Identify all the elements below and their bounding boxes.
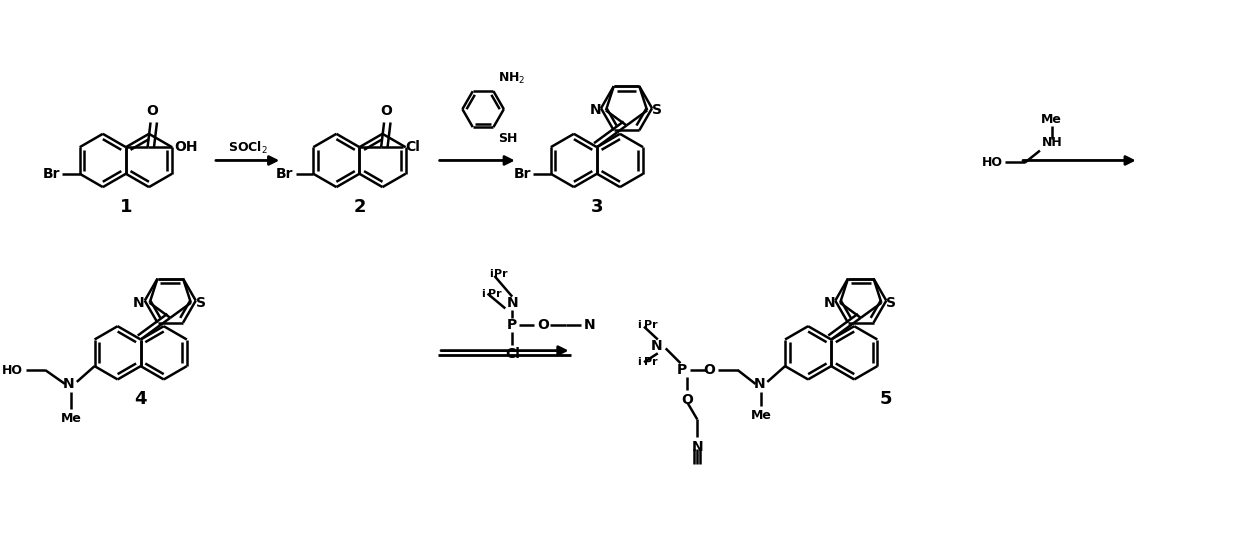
Text: Pr: Pr — [644, 357, 657, 367]
Text: Me: Me — [751, 409, 771, 421]
Text: 3: 3 — [590, 198, 603, 216]
Text: N: N — [692, 440, 703, 454]
Text: P: P — [507, 318, 517, 332]
Text: S: S — [887, 296, 897, 310]
Text: Pr: Pr — [487, 289, 501, 299]
Text: NH$_2$: NH$_2$ — [498, 71, 526, 87]
Text: N: N — [651, 340, 662, 354]
Text: N: N — [754, 377, 765, 391]
Text: Br: Br — [277, 167, 294, 181]
Text: N: N — [63, 377, 74, 391]
Text: O: O — [381, 104, 392, 117]
Text: O: O — [682, 393, 693, 407]
Text: S: S — [196, 296, 206, 310]
Text: NH: NH — [1042, 136, 1063, 149]
Text: Pr: Pr — [495, 269, 508, 279]
Text: Br: Br — [513, 167, 531, 181]
Text: SOCl$_2$: SOCl$_2$ — [228, 139, 268, 156]
Text: S: S — [652, 104, 662, 117]
Text: i: i — [637, 357, 641, 367]
Text: i: i — [481, 289, 485, 299]
Text: O: O — [703, 363, 715, 377]
Text: 4: 4 — [134, 390, 146, 408]
Text: HO: HO — [1, 364, 22, 376]
Text: Pr: Pr — [644, 320, 657, 329]
Text: P: P — [677, 363, 687, 377]
Text: i: i — [637, 320, 641, 329]
Text: Cl: Cl — [505, 347, 520, 361]
Text: N: N — [823, 296, 836, 310]
Text: 2: 2 — [353, 198, 366, 216]
Text: OH: OH — [175, 140, 197, 154]
Text: N: N — [584, 318, 596, 332]
Text: 5: 5 — [879, 390, 892, 408]
Text: Br: Br — [42, 167, 60, 181]
Text: N: N — [589, 104, 601, 117]
Text: O: O — [146, 104, 159, 117]
Text: 1: 1 — [119, 198, 133, 216]
Text: i: i — [489, 269, 492, 279]
Text: N: N — [133, 296, 145, 310]
Text: N: N — [506, 296, 518, 310]
Text: Me: Me — [61, 412, 82, 425]
Text: HO: HO — [981, 156, 1002, 169]
Text: SH: SH — [498, 132, 518, 145]
Text: Cl: Cl — [404, 140, 419, 154]
Text: Me: Me — [1042, 113, 1063, 125]
Text: O: O — [537, 318, 549, 332]
